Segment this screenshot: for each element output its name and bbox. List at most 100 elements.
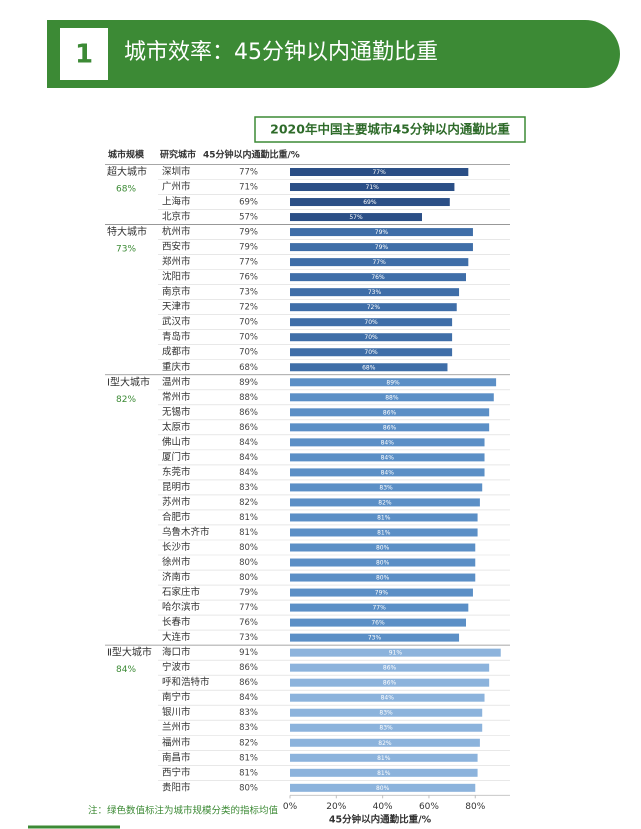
bar-label: 70%: [364, 334, 378, 341]
bar-label: 72%: [367, 304, 381, 311]
bar: [290, 588, 473, 597]
city-name: 郑州市: [162, 256, 191, 268]
bar-label: 57%: [349, 214, 363, 221]
bar: [290, 633, 460, 642]
city-name: 杭州市: [162, 226, 191, 238]
bar-label: 73%: [368, 289, 382, 296]
value-text: 84%: [239, 438, 258, 448]
bar: [290, 363, 448, 372]
value-text: 83%: [239, 708, 258, 718]
value-text: 70%: [239, 348, 258, 358]
city-name: 成都市: [162, 346, 191, 358]
bar: [290, 183, 455, 192]
bar-label: 79%: [375, 244, 389, 251]
bar: [290, 258, 469, 267]
city-name: 重庆市: [162, 361, 191, 373]
city-name: 南京市: [162, 286, 191, 298]
bar: [290, 228, 473, 237]
value-text: 77%: [239, 168, 258, 178]
banner: [47, 20, 620, 88]
city-name: 宁波市: [162, 661, 191, 673]
city-name: 海口市: [162, 646, 191, 658]
value-text: 71%: [239, 183, 258, 193]
city-name: 佛山市: [162, 436, 191, 448]
city-name: 合肥市: [162, 511, 191, 523]
bar: [290, 708, 483, 717]
group-mean: 82%: [116, 395, 136, 405]
city-name: 徐州市: [162, 556, 191, 568]
chart-title-box: [254, 116, 526, 143]
city-name: 南昌市: [162, 751, 191, 763]
value-text: 70%: [239, 333, 258, 343]
value-text: 73%: [239, 288, 258, 298]
bar: [290, 498, 480, 507]
bar-label: 81%: [377, 514, 391, 521]
column-header: 城市规模: [108, 149, 145, 161]
bar-label: 83%: [379, 484, 393, 491]
bar-label: 77%: [372, 605, 386, 612]
city-name: 哈尔滨市: [162, 601, 201, 613]
bar-label: 84%: [381, 695, 395, 702]
city-name: 太原市: [162, 421, 191, 433]
x-tick-label: 60%: [419, 802, 439, 812]
city-name: 天津市: [162, 301, 191, 313]
value-text: 83%: [239, 483, 258, 493]
value-text: 68%: [239, 363, 258, 373]
city-name: 福州市: [162, 736, 191, 748]
city-name: 长春市: [162, 616, 191, 628]
value-text: 73%: [239, 633, 258, 643]
bar-label: 68%: [362, 364, 376, 371]
value-text: 80%: [239, 558, 258, 568]
city-name: 青岛市: [162, 331, 191, 343]
x-axis-title: 45分钟以内通勤比重/%: [329, 814, 432, 826]
slide-number: 1: [75, 40, 93, 70]
bar: [290, 738, 480, 747]
slide-title: 城市效率：45分钟以内通勤比重: [124, 40, 438, 65]
city-name: 苏州市: [162, 496, 191, 508]
number-box: [60, 28, 108, 80]
bar-label: 80%: [376, 575, 390, 582]
chart-title: 2020年中国主要城市45分钟以内通勤比重: [270, 122, 510, 137]
bar-label: 83%: [379, 725, 393, 732]
value-text: 77%: [239, 258, 258, 268]
x-tick-label: 40%: [373, 802, 393, 812]
bar: [290, 528, 478, 537]
bar-label: 84%: [381, 469, 395, 476]
value-text: 70%: [239, 318, 258, 328]
bar-label: 83%: [379, 710, 393, 717]
bar-label: 86%: [383, 424, 397, 431]
bar-label: 81%: [377, 529, 391, 536]
city-name: 乌鲁木齐市: [162, 526, 210, 538]
group-mean: 84%: [116, 665, 136, 675]
bar-label: 77%: [372, 169, 386, 176]
bar-label: 70%: [364, 319, 378, 326]
bar: [290, 648, 501, 657]
value-text: 79%: [239, 588, 258, 598]
city-name: 兰州市: [162, 721, 191, 733]
bar: [290, 243, 473, 252]
bar-label: 76%: [371, 274, 385, 281]
bar-label: 76%: [371, 620, 385, 627]
value-text: 84%: [239, 453, 258, 463]
bar-label: 82%: [378, 499, 392, 506]
value-text: 83%: [239, 723, 258, 733]
group-name: 超大城市: [107, 165, 147, 178]
bar-label: 73%: [368, 635, 382, 642]
city-name: 温州市: [162, 376, 191, 388]
bar-label: 91%: [389, 650, 403, 657]
bar: [290, 453, 485, 462]
bar-label: 79%: [375, 229, 389, 236]
bar: [290, 168, 469, 176]
city-name: 大连市: [162, 631, 191, 643]
value-text: 80%: [239, 783, 258, 793]
city-name: 广州市: [162, 181, 191, 193]
value-text: 57%: [239, 213, 258, 223]
city-name: 上海市: [162, 196, 191, 208]
value-text: 91%: [239, 648, 258, 658]
city-name: 常州市: [162, 391, 191, 403]
city-name: 石家庄市: [162, 586, 201, 598]
value-text: 89%: [239, 378, 258, 388]
city-name: 沈阳市: [162, 271, 191, 283]
value-text: 86%: [239, 408, 258, 418]
